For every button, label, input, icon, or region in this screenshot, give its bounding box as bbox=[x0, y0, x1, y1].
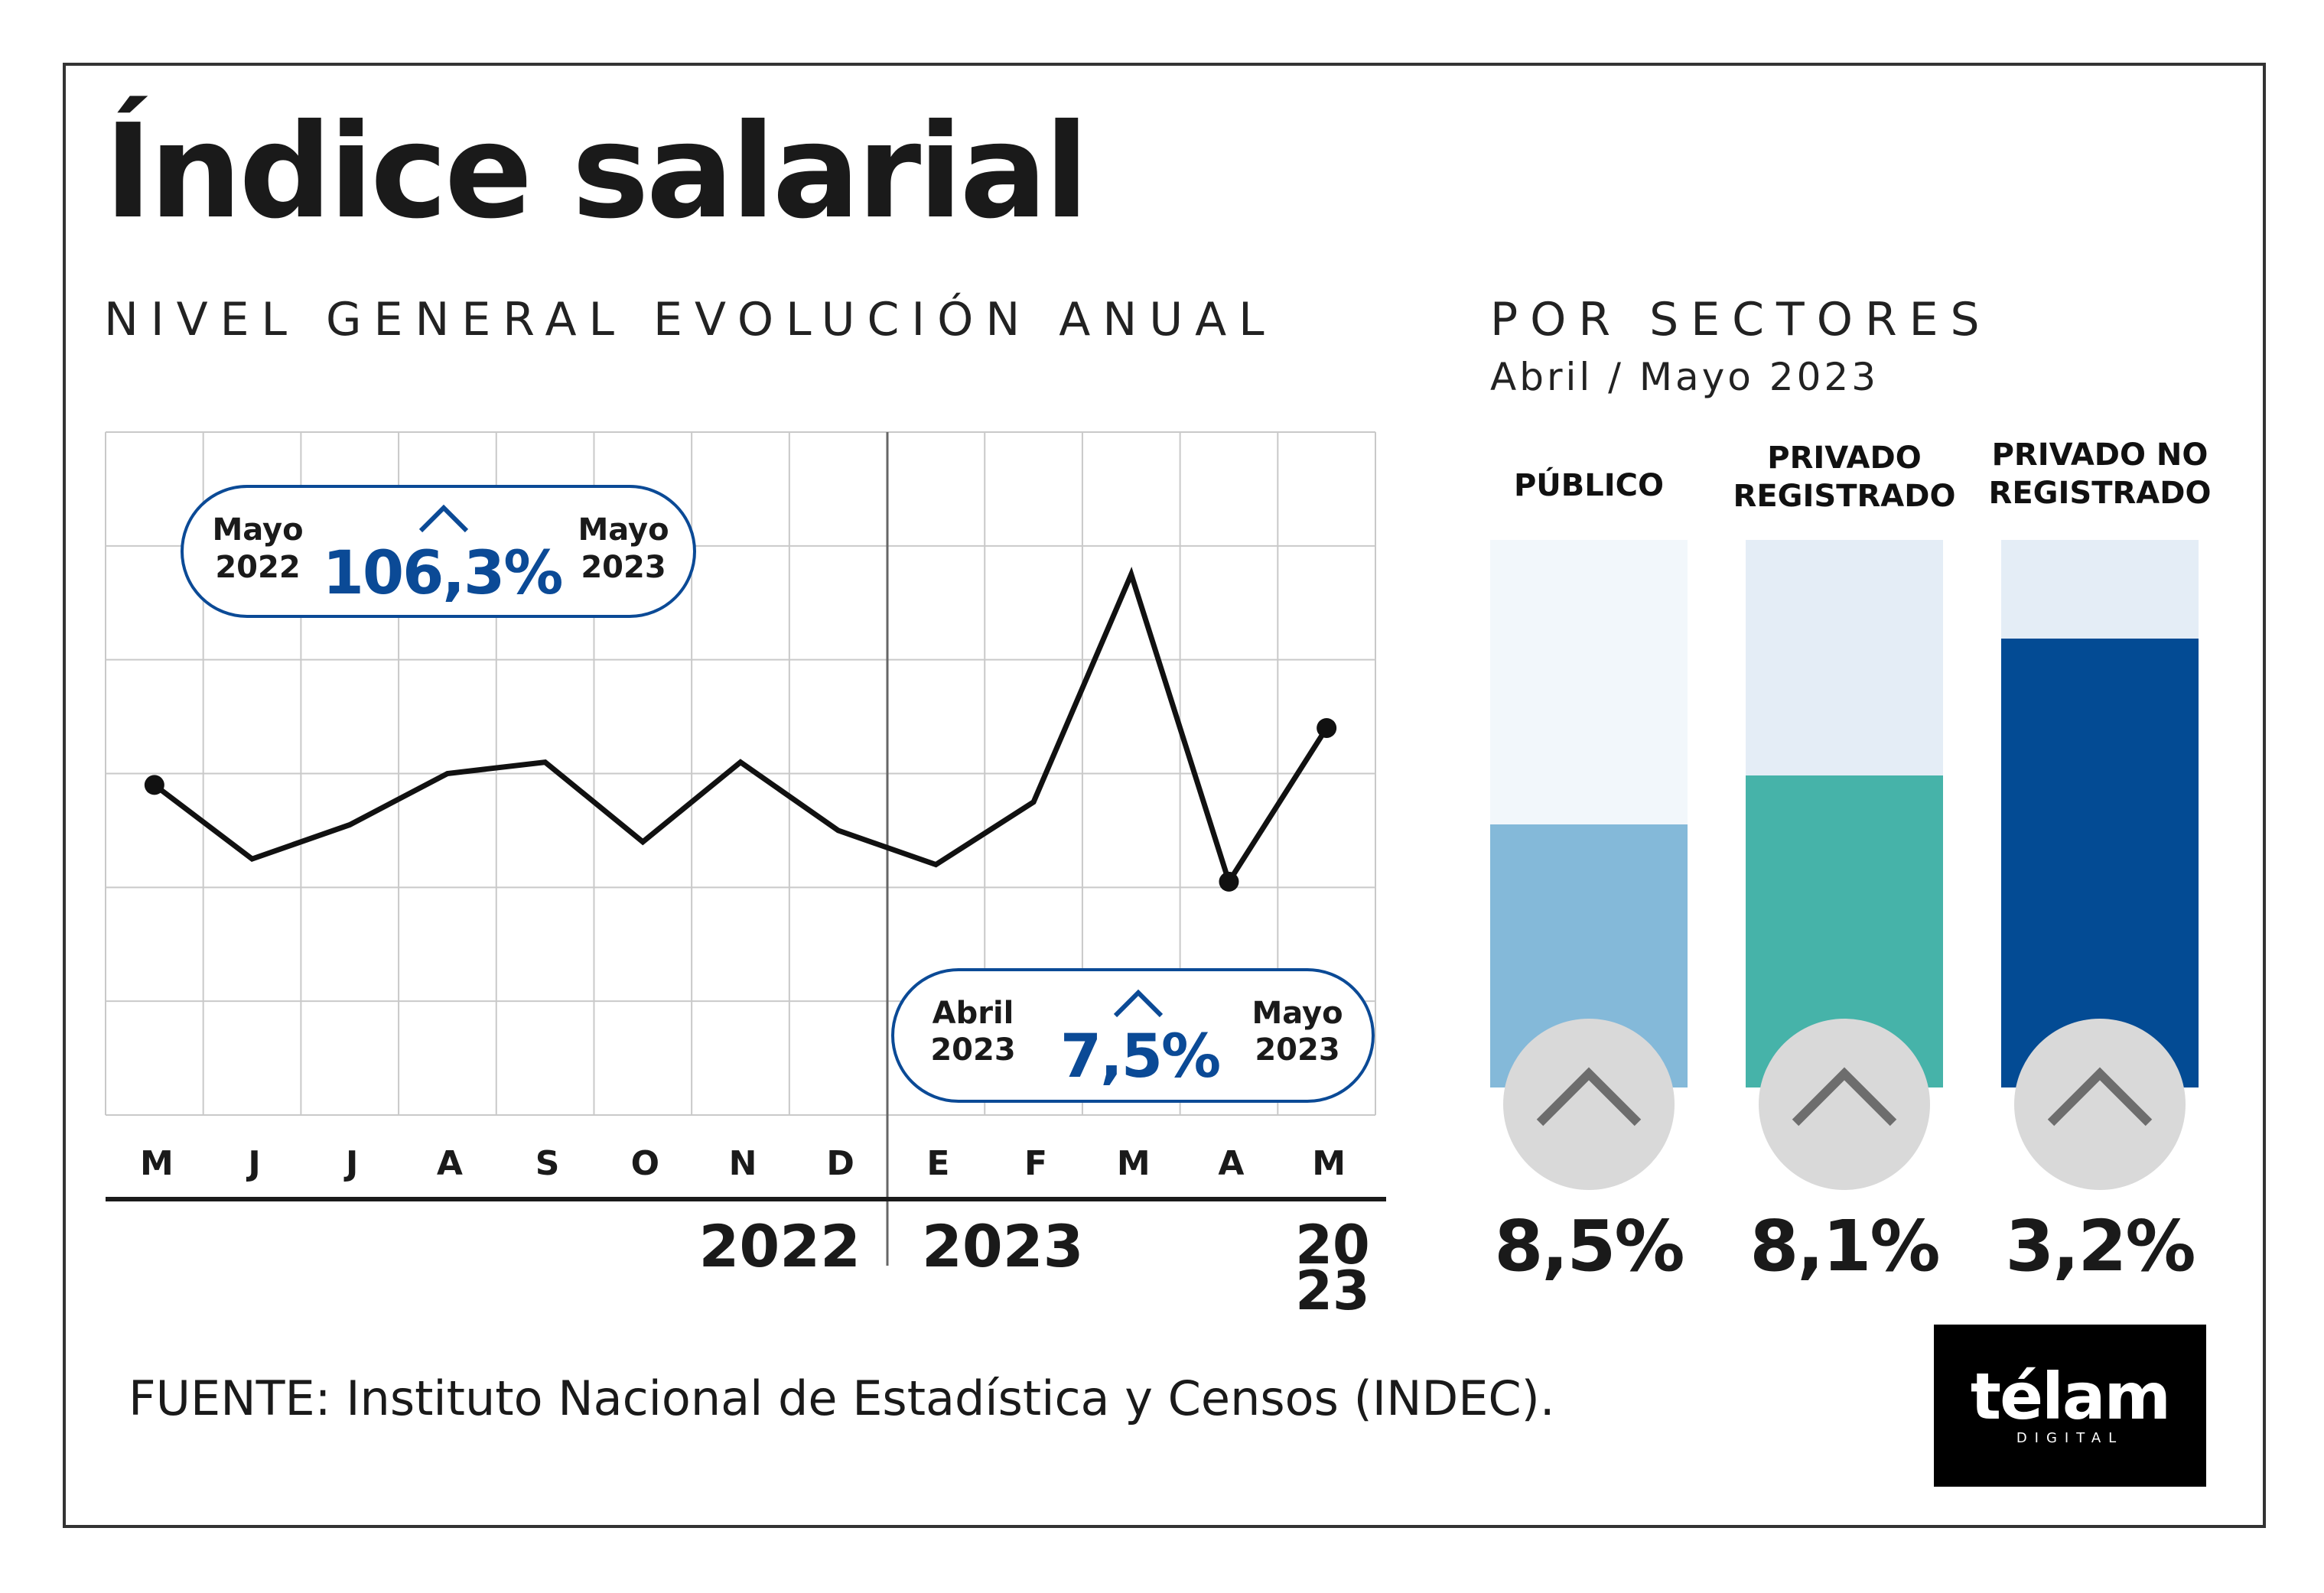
annual-from-year: 2022 bbox=[215, 550, 300, 585]
x-tick-label: E bbox=[926, 1144, 951, 1183]
up-chevron-icon bbox=[2047, 1067, 2153, 1126]
annual-callout: Mayo 2022 106,3% Mayo 2023 bbox=[181, 485, 696, 618]
sector-trend-circle bbox=[1759, 1019, 1930, 1190]
monthly-to-year: 2023 bbox=[1255, 1032, 1339, 1068]
monthly-up-chevron-icon bbox=[1113, 989, 1164, 1018]
year-label-2023: 2023 bbox=[922, 1212, 1084, 1280]
year-label-last-top: 20 bbox=[1295, 1214, 1369, 1276]
x-tick-label: M bbox=[140, 1144, 175, 1183]
logo-subtext: DIGITAL bbox=[2016, 1430, 2124, 1446]
source-note: FUENTE: Instituto Nacional de Estadístic… bbox=[129, 1370, 1555, 1426]
page-title: Índice salarial bbox=[104, 96, 1089, 248]
sector-trend-circle bbox=[2014, 1019, 2186, 1190]
x-tick-label: J bbox=[343, 1144, 360, 1183]
year-label-2022: 2022 bbox=[698, 1212, 861, 1280]
line-chart-subtitle: NIVEL GENERAL EVOLUCIÓN ANUAL bbox=[104, 293, 1277, 346]
x-tick-label: N bbox=[729, 1144, 759, 1183]
annual-to-month: Mayo bbox=[578, 512, 669, 548]
sector-value: 3,2% bbox=[2005, 1205, 2195, 1287]
monthly-to-month: Mayo bbox=[1252, 996, 1343, 1031]
annual-from-month: Mayo bbox=[212, 512, 303, 548]
x-tick-label: D bbox=[826, 1144, 856, 1183]
monthly-from-year: 2023 bbox=[930, 1032, 1015, 1068]
x-tick-label: M bbox=[1312, 1144, 1347, 1183]
x-tick-label: S bbox=[535, 1144, 561, 1183]
line-chart: M J J A S O N D E F M A M 2022 2023 20 23 Mayo 2022 … bbox=[105, 431, 1386, 1322]
series-marker bbox=[144, 775, 164, 795]
x-tick-label: O bbox=[631, 1144, 661, 1183]
series-markers bbox=[144, 717, 1337, 892]
x-tick-label: M bbox=[1117, 1144, 1152, 1183]
sector-bar-fill bbox=[2001, 638, 2199, 1087]
series-marker bbox=[1219, 871, 1239, 892]
sectors-subtitle: POR SECTORES bbox=[1490, 293, 1992, 346]
infographic-frame bbox=[63, 63, 2266, 1528]
monthly-value: 7,5% bbox=[1060, 1022, 1219, 1091]
annual-value: 106,3% bbox=[323, 539, 562, 608]
year-label-last-bottom: 23 bbox=[1295, 1260, 1369, 1322]
x-tick-label: A bbox=[1218, 1144, 1245, 1183]
x-tick-label: J bbox=[246, 1144, 262, 1183]
sector-trend-circle bbox=[1503, 1019, 1675, 1190]
logo-text: télam bbox=[1970, 1359, 2171, 1434]
annual-up-chevron-icon bbox=[418, 504, 469, 533]
x-tick-label: F bbox=[1024, 1144, 1049, 1183]
sector-label: PÚBLICO bbox=[1513, 468, 1664, 503]
monthly-from-month: Abril bbox=[933, 996, 1014, 1031]
sector-label: PRIVADO REGISTRADO bbox=[1733, 441, 1956, 514]
annual-to-year: 2023 bbox=[581, 550, 666, 585]
monthly-callout: Abril 2023 7,5% Mayo 2023 bbox=[891, 968, 1375, 1103]
x-tick-label: A bbox=[437, 1144, 464, 1183]
series-marker bbox=[1317, 717, 1337, 738]
up-chevron-icon bbox=[1792, 1067, 1897, 1126]
telam-logo: télam DIGITAL bbox=[1934, 1325, 2206, 1487]
sectors-period: Abril / Mayo 2023 bbox=[1490, 355, 1880, 399]
sector-value: 8,1% bbox=[1750, 1205, 1940, 1287]
series-line bbox=[152, 567, 1330, 889]
sector-value: 8,5% bbox=[1494, 1205, 1684, 1287]
sector-label: PRIVADO NO REGISTRADO bbox=[1988, 437, 2212, 511]
up-chevron-icon bbox=[1536, 1067, 1642, 1126]
